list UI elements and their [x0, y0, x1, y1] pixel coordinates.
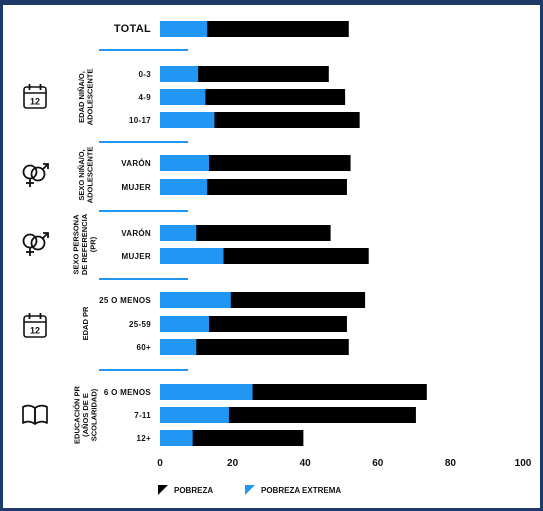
group-label-line: EDUCACIÓN PR — [73, 385, 82, 444]
calendar-icon-body — [23, 315, 47, 338]
bar-pobreza-extrema — [160, 430, 193, 446]
group-label: SEXO NIÑA/O,ADOLESCENTE — [77, 147, 95, 204]
bar-pobreza — [160, 430, 304, 446]
x-tick-label: 100 — [515, 458, 532, 469]
group-label-line: (PR) — [89, 236, 98, 252]
calendar-icon: 12 — [23, 84, 47, 109]
x-tick-label: 20 — [227, 458, 239, 469]
gender-icon-male-arrow — [41, 163, 49, 171]
bar-pobreza-extrema — [160, 66, 199, 82]
bar-pobreza-extrema — [160, 179, 208, 195]
category-label: 12+ — [137, 434, 151, 443]
calendar-icon: 12 — [23, 313, 47, 338]
bar-pobreza-extrema — [160, 21, 208, 37]
category-label: 7-11 — [134, 411, 151, 420]
group-label-line: ADOLESCENTE — [85, 69, 94, 126]
bar-pobreza-extrema — [160, 316, 210, 332]
group-label: SEXO PERSONADE REFERENCIA(PR) — [72, 213, 98, 275]
group-label-line: ADOLESCENTE — [85, 147, 94, 204]
calendar-icon-body — [23, 86, 47, 109]
legend-label: POBREZA EXTREMA — [261, 486, 341, 495]
bar-pobreza — [160, 225, 331, 241]
book-icon-right-page — [34, 404, 48, 425]
bar-pobreza-extrema — [160, 248, 224, 264]
gender-icon-female-circle — [22, 233, 38, 249]
group-label-line: SEXO PERSONA — [72, 214, 81, 275]
gender-icon-male-arrow — [41, 232, 49, 240]
x-tick-label: 0 — [157, 458, 163, 469]
category-label: 60+ — [137, 343, 151, 352]
x-tick-label: 60 — [372, 458, 384, 469]
category-label: 4-9 — [139, 93, 152, 102]
bar-pobreza-extrema — [160, 384, 253, 400]
gender-icon-male-arrowhead — [43, 232, 49, 238]
book-icon — [22, 404, 48, 425]
legend-swatch — [245, 485, 255, 495]
bar-pobreza — [160, 89, 346, 105]
x-tick-label: 40 — [300, 458, 312, 469]
bar-pobreza-extrema — [160, 112, 215, 128]
bar-pobreza-extrema — [160, 292, 231, 308]
gender-icon-male-circle — [30, 166, 46, 182]
bar-pobreza-extrema — [160, 339, 197, 355]
category-label: 0-3 — [139, 70, 152, 79]
group-label: EDUCACIÓN PR(AÑOS DE ESCOLARIDAD) — [73, 385, 99, 444]
category-label: TOTAL — [114, 23, 151, 35]
bar-pobreza-extrema — [160, 225, 197, 241]
calendar-icon-day: 12 — [30, 326, 40, 336]
group-label-line: DE REFERENCIA — [80, 213, 89, 275]
category-label: MUJER — [121, 252, 151, 261]
category-label: MUJER — [121, 183, 151, 192]
group-label-line: SEXO NIÑA/O, — [77, 149, 86, 200]
category-label: 25-59 — [129, 320, 151, 329]
gender-icon-female-circle — [22, 164, 38, 180]
legend-label: POBREZA — [174, 486, 213, 495]
group-label-line: EDAD PR — [81, 306, 90, 340]
gender-icon — [22, 163, 49, 187]
category-label: 6 O MENOS — [104, 388, 152, 397]
book-icon-left-page — [22, 404, 36, 425]
legend-swatch — [158, 485, 168, 495]
bar-pobreza — [160, 339, 349, 355]
bar-pobreza-extrema — [160, 155, 210, 171]
category-label: 25 O MENOS — [99, 296, 151, 305]
x-tick-label: 80 — [445, 458, 457, 469]
group-label-line: (AÑOS DE E — [81, 393, 90, 437]
group-label: EDAD NIÑA/O,ADOLESCENTE — [77, 69, 95, 126]
bar-pobreza-extrema — [160, 89, 206, 105]
category-label: VARÓN — [121, 229, 151, 238]
group-label: EDAD PR — [81, 306, 90, 340]
category-label: 10-17 — [129, 116, 151, 125]
category-label: VARÓN — [121, 159, 151, 168]
bar-pobreza-extrema — [160, 407, 229, 423]
gender-icon-male-arrowhead — [43, 163, 49, 169]
bar-pobreza — [160, 66, 329, 82]
group-label-line: EDAD NIÑA/O, — [77, 71, 86, 123]
gender-icon-male-circle — [30, 235, 46, 251]
calendar-icon-day: 12 — [30, 97, 40, 107]
gender-icon — [22, 232, 49, 256]
group-label-line: SCOLARIDAD) — [90, 388, 99, 441]
